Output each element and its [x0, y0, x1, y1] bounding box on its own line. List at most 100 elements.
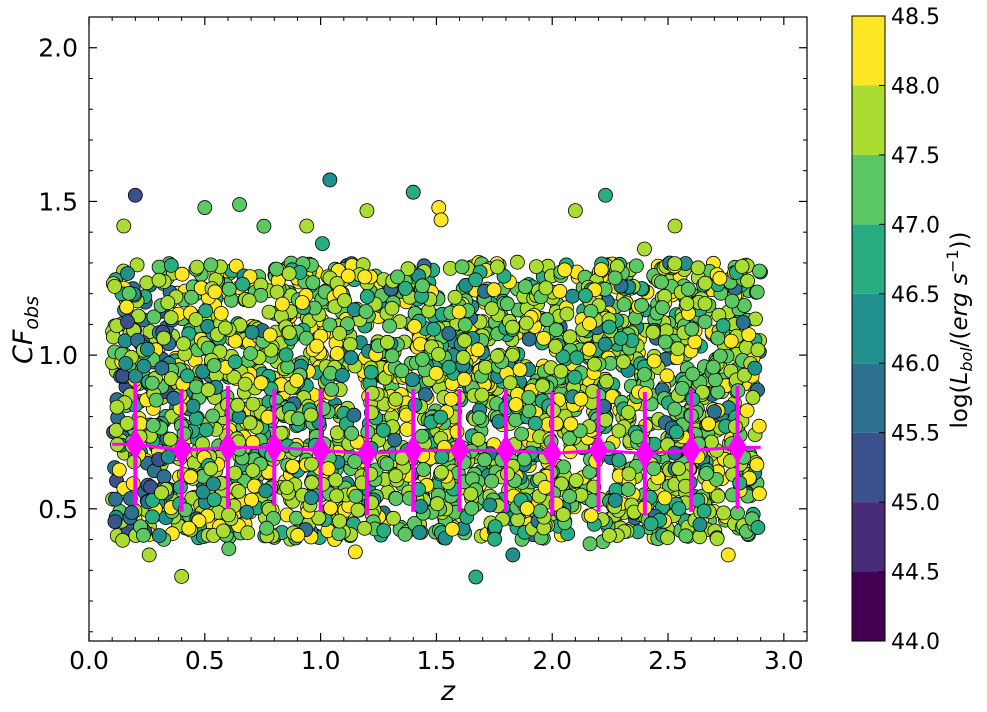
- colorbar-label-mid: /(: [947, 331, 973, 348]
- scatter-point: [519, 501, 535, 516]
- scatter-point: [569, 350, 585, 366]
- scatter-point: [486, 282, 502, 298]
- scatter-point: [285, 458, 301, 474]
- scatter-point: [329, 488, 345, 504]
- scatter-point: [582, 316, 597, 332]
- scatter-point: [379, 334, 395, 350]
- scatter-point: [206, 492, 222, 508]
- scatter-point: [274, 296, 290, 312]
- scatter-point-outlier: [431, 200, 447, 215]
- scatter-point: [237, 376, 253, 392]
- scatter-point: [414, 278, 430, 294]
- scatter-point: [337, 293, 352, 308]
- scatter-point: [363, 364, 379, 380]
- binned-mean-marker: [264, 431, 284, 464]
- scatter-point: [304, 475, 320, 491]
- scatter-point: [245, 463, 261, 478]
- binned-mean-marker: [449, 434, 470, 467]
- plot-frame: [88, 16, 808, 642]
- scatter-point: [684, 321, 700, 337]
- scatter-point: [183, 469, 199, 485]
- scatter-point: [454, 259, 470, 275]
- scatter-point: [712, 348, 728, 364]
- colorbar-frame: [851, 15, 886, 642]
- scatter-point: [489, 348, 505, 364]
- scatter-point: [508, 412, 523, 428]
- scatter-point: [548, 322, 564, 338]
- scatter-point: [692, 517, 708, 532]
- binned-mean-marker: [727, 431, 748, 464]
- y-tick-label: 0.5: [38, 495, 78, 524]
- scatter-point: [203, 461, 219, 477]
- scatter-point: [244, 324, 260, 340]
- y-axis-label-sub: obs: [21, 296, 43, 330]
- scatter-point: [281, 325, 297, 341]
- scatter-point: [728, 419, 743, 435]
- scatter-point: [235, 276, 251, 292]
- scatter-point: [705, 359, 721, 375]
- scatter-point: [382, 318, 398, 334]
- scatter-point-outlier: [405, 184, 421, 200]
- scatter-point: [752, 486, 767, 502]
- scatter-point: [120, 266, 135, 281]
- binned-mean-line: [112, 442, 761, 455]
- scatter-point: [314, 236, 330, 252]
- scatter-point-outlier: [127, 187, 143, 203]
- scatter-point: [519, 315, 534, 331]
- scatter-point: [715, 318, 731, 334]
- scatter-point: [616, 297, 632, 312]
- scatter-point: [521, 389, 537, 405]
- scatter-point: [732, 475, 748, 491]
- scatter-point: [749, 457, 765, 473]
- scatter-point: [554, 476, 569, 492]
- scatter-point: [654, 274, 669, 290]
- scatter-point: [559, 306, 575, 322]
- scatter-point: [548, 338, 563, 354]
- scatter-point: [637, 366, 652, 382]
- scatter-point: [491, 414, 507, 429]
- scatter-point: [471, 410, 487, 426]
- scatter-point: [634, 297, 649, 313]
- scatter-point: [667, 401, 683, 417]
- colorbar-label-sub: bol: [957, 347, 976, 372]
- scatter-point: [379, 456, 395, 472]
- scatter-point: [163, 310, 179, 326]
- scatter-point: [404, 372, 420, 388]
- scatter-point: [508, 397, 524, 412]
- scatter-point: [108, 422, 124, 438]
- scatter-point: [221, 541, 237, 557]
- scatter-point: [125, 476, 141, 492]
- scatter-point: [532, 503, 548, 519]
- scatter-point: [334, 367, 350, 383]
- scatter-point: [536, 330, 552, 346]
- scatter-point: [407, 319, 423, 334]
- scatter-point: [156, 469, 172, 485]
- y-tick-label: 2.0: [38, 34, 78, 63]
- scatter-point: [578, 288, 593, 303]
- scatter-point: [148, 392, 164, 408]
- scatter-point: [455, 350, 471, 365]
- scatter-point: [562, 430, 577, 446]
- colorbar-label-suffix: )): [947, 231, 973, 249]
- scatter-point: [464, 500, 480, 516]
- colorbar-segment: [852, 363, 885, 433]
- scatter-point: [737, 367, 752, 383]
- scatter-point-outlier: [505, 547, 521, 563]
- scatter-point: [707, 404, 722, 420]
- scatter-point: [375, 422, 391, 438]
- scatter-point: [129, 257, 145, 273]
- scatter-point: [668, 424, 684, 440]
- scatter-point: [139, 341, 155, 357]
- scatter-point: [221, 507, 237, 523]
- scatter-point: [413, 499, 429, 514]
- scatter-point: [629, 258, 644, 274]
- x-tick-label: 2.0: [532, 646, 572, 675]
- scatter-point: [553, 363, 569, 379]
- scatter-point: [739, 403, 755, 419]
- scatter-point: [332, 325, 348, 341]
- scatter-point: [185, 398, 201, 414]
- colorbar-tick-label: 44.5: [891, 561, 940, 586]
- scatter-point: [748, 311, 763, 327]
- scatter-point: [620, 405, 636, 420]
